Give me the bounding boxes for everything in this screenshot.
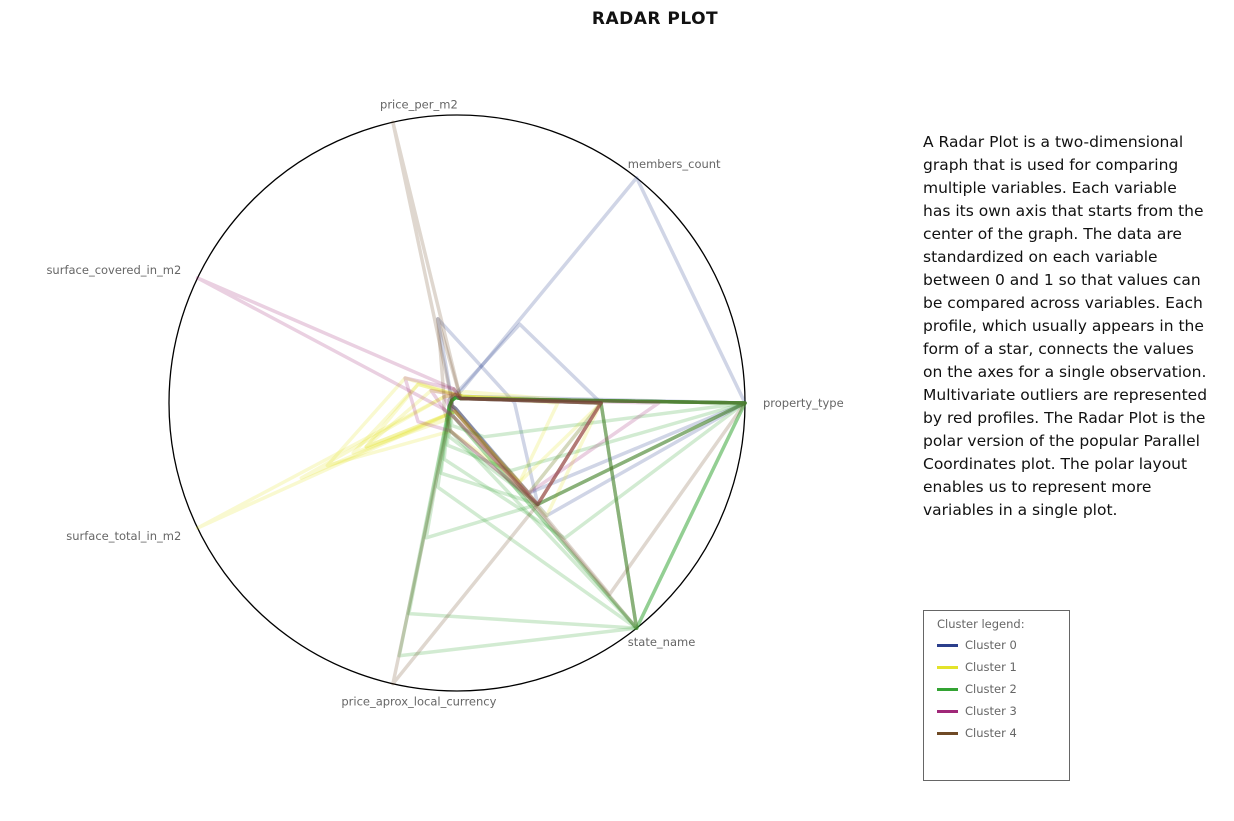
cluster-legend: Cluster legend: Cluster 0 Cluster 1 Cluste… [923, 610, 1070, 781]
legend-label: Cluster 1 [965, 660, 1017, 674]
profile-line [436, 317, 747, 507]
series-cluster-2 [397, 395, 747, 658]
series-cluster-0 [436, 176, 747, 518]
profile-line [450, 387, 747, 597]
legend-swatch [937, 709, 958, 713]
profile-line [447, 395, 639, 630]
profile-line [364, 382, 603, 495]
profile-line [436, 317, 540, 507]
profile-line [439, 395, 747, 507]
profile-line [325, 376, 603, 484]
legend-item: Cluster 2 [937, 678, 1069, 700]
legend-title: Cluster legend: [937, 617, 1025, 631]
profile-line [447, 395, 639, 630]
series-cluster-1 [195, 376, 603, 530]
legend-label: Cluster 2 [965, 682, 1017, 696]
axis-label-price-aprox-local-currency: price_aprox_local_currency [341, 694, 496, 708]
legend-label: Cluster 0 [965, 638, 1017, 652]
legend-swatch [937, 643, 958, 647]
legend-label: Cluster 4 [965, 726, 1017, 740]
profiles-layer [195, 120, 747, 686]
legend-item: Cluster 3 [937, 700, 1069, 722]
profile-line [442, 392, 661, 495]
legend-swatch [937, 687, 958, 691]
profile-line [391, 120, 603, 686]
legend-item: Cluster 0 [937, 634, 1069, 656]
series-cluster-4 [391, 120, 747, 686]
profile-line [450, 176, 747, 518]
profile-line [403, 376, 603, 507]
profile-line [447, 395, 747, 439]
axis-label-state-name: state_name [628, 635, 696, 649]
legend-item: Cluster 4 [937, 722, 1069, 744]
profile-line [407, 395, 747, 630]
profile-line [424, 395, 747, 540]
axis-label-property-type: property_type [763, 396, 844, 410]
radar-outer-circle [168, 114, 746, 692]
profile-line [195, 276, 603, 507]
axis-label-surface-total-in-m2: surface_total_in_m2 [66, 529, 181, 543]
axis-labels-layer: property_type members_count price_per_m2su… [46, 98, 843, 709]
profile-line [195, 392, 603, 530]
profile-line [397, 395, 747, 658]
radar-chart: property_type members_count price_per_m2su… [46, 98, 843, 709]
profile-line [364, 388, 560, 484]
profile-line [299, 392, 603, 507]
profile-line [447, 395, 747, 507]
legend-items: Cluster 0 Cluster 1 Cluster 2 Cluster 3 Clus… [937, 634, 1069, 744]
legend-swatch [937, 665, 958, 669]
description-text: A Radar Plot is a two-dimensional graph … [923, 133, 1208, 519]
axis-label-surface-covered-in-m2: surface_covered_in_m2 [46, 263, 181, 277]
profile-line [351, 382, 603, 518]
profile-line [447, 392, 747, 495]
profile-line [436, 395, 639, 630]
profile-line [450, 322, 603, 495]
profile-line [429, 388, 603, 507]
axis-label-price-per-m2: price_per_m2 [380, 98, 458, 112]
legend-label: Cluster 3 [965, 704, 1017, 718]
profile-line [447, 392, 639, 630]
legend-swatch [937, 731, 958, 735]
series-cluster-3 [195, 276, 661, 507]
profile-line [445, 395, 747, 473]
profile-line [442, 395, 747, 540]
legend-item: Cluster 1 [937, 656, 1069, 678]
profile-line [447, 395, 747, 630]
chart-title: RADAR PLOT [591, 9, 719, 29]
axis-label-members-count: members_count [628, 157, 721, 171]
